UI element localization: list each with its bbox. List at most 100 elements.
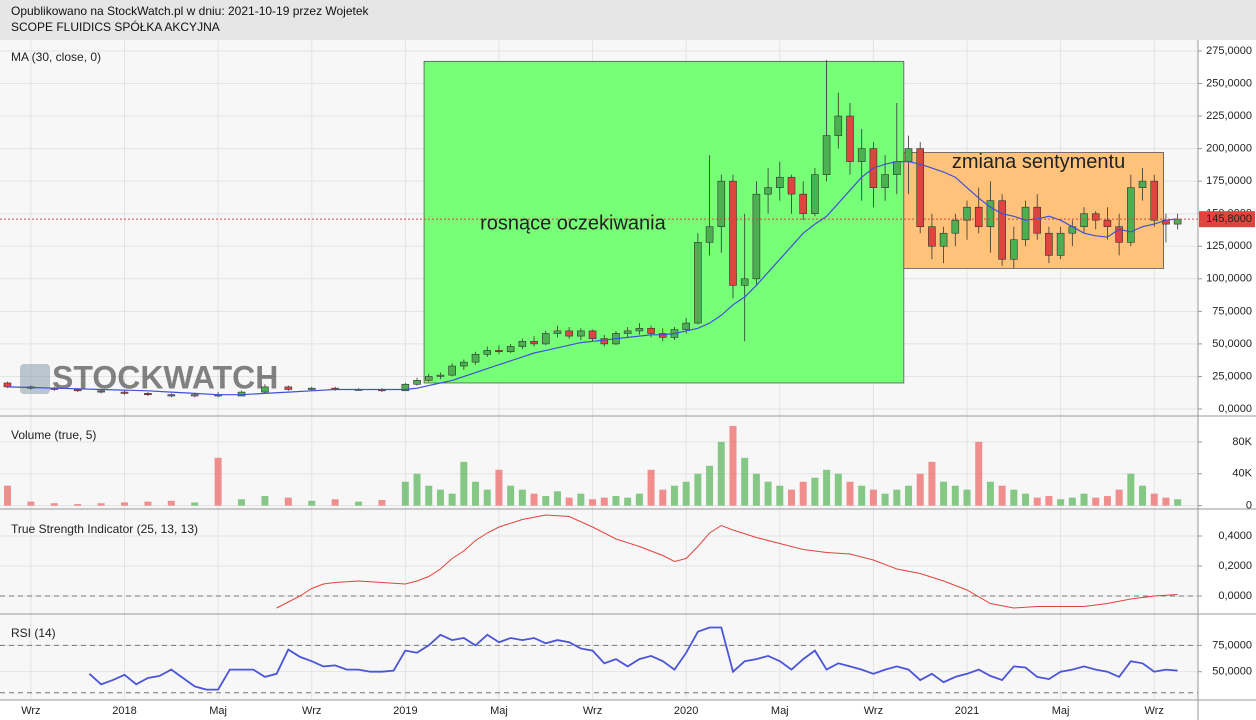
candle-body	[717, 180, 726, 228]
volume-bar	[577, 493, 585, 506]
panel-label: MA (30, close, 0)	[11, 50, 101, 64]
candle-body	[694, 242, 702, 324]
candle-body	[424, 376, 433, 381]
candle-body	[799, 193, 807, 214]
candle-body	[284, 386, 293, 390]
volume-bar	[823, 469, 831, 506]
volume-bar	[963, 489, 971, 506]
candle-body	[822, 135, 831, 175]
moving-average	[7, 161, 1178, 396]
volume-bar	[1127, 473, 1135, 506]
y-tick-label: 0,0000	[1218, 590, 1252, 602]
annotation-text: zmiana sentymentu	[952, 151, 1125, 173]
candle-body	[506, 346, 515, 353]
candle-body	[577, 330, 585, 337]
marks	[0, 60, 1198, 691]
watermark-icon	[20, 364, 50, 394]
candle-body	[635, 327, 644, 332]
volume-bar	[1092, 497, 1100, 506]
candle-body	[939, 232, 948, 247]
candle-body	[928, 226, 936, 247]
x-tick-label: Maj	[771, 705, 789, 717]
candle-body	[1127, 187, 1135, 243]
panel-label: RSI (14)	[11, 626, 56, 640]
candle-body	[752, 193, 761, 280]
y-tick-label: 225,0000	[1206, 110, 1252, 122]
y-tick-label: 80K	[1232, 436, 1252, 448]
volume-bar	[284, 497, 292, 506]
candle-body	[436, 374, 445, 377]
candle-body	[495, 350, 503, 353]
candle-body	[3, 382, 12, 388]
candle-body	[1045, 232, 1053, 256]
candle-body	[740, 278, 749, 286]
y-tick-label: 0,0000	[1218, 403, 1252, 415]
volume-bar	[1080, 493, 1088, 506]
volume-bar	[1010, 489, 1018, 506]
volume-bar	[706, 465, 714, 506]
x-tick-label: Maj	[490, 705, 508, 717]
last-price-box	[1199, 211, 1255, 228]
volume-bar	[752, 473, 760, 506]
x-tick-label: Maj	[1052, 705, 1070, 717]
volume-bar	[624, 497, 632, 506]
volume-bar	[483, 489, 491, 506]
volume-bar	[694, 473, 702, 506]
volume-bar	[776, 485, 784, 506]
candle-body	[974, 206, 983, 228]
volume-bar	[355, 501, 363, 506]
volume-bar	[612, 496, 620, 506]
volume-bar	[518, 489, 526, 506]
y-tick-label: 100,0000	[1206, 273, 1252, 285]
y-tick-label: 0	[1246, 500, 1252, 512]
last-price-label: 145,8000	[1206, 213, 1252, 225]
volume-bar	[916, 473, 924, 506]
volume-bar	[600, 497, 608, 506]
volume-bar	[565, 497, 573, 506]
candle-body	[401, 383, 410, 392]
watermark: STOCKWATCH	[52, 359, 278, 395]
volume-bar	[1150, 493, 1158, 506]
published-text: Opublikowano na StockWatch.pl w dniu: 20…	[11, 4, 370, 18]
volume-bar	[261, 496, 269, 506]
volume-bar	[436, 489, 444, 506]
candle-body	[541, 333, 550, 345]
candle-body	[857, 148, 866, 162]
y-tick-label: 40K	[1232, 468, 1252, 480]
volume-bar	[214, 457, 222, 506]
candle-body	[881, 174, 889, 188]
volume-bar	[50, 503, 58, 506]
y-tick-label: 75,0000	[1212, 305, 1252, 317]
candle-body	[834, 115, 843, 136]
volume-bar	[1174, 499, 1182, 506]
volume-bar	[682, 481, 690, 506]
volume-bar	[799, 481, 807, 506]
volume-bar	[1057, 499, 1065, 506]
volume-bar	[553, 491, 561, 506]
candle-body	[916, 148, 925, 228]
volume-bar	[425, 485, 433, 506]
volume-bar	[928, 461, 936, 506]
volume-bar	[858, 485, 866, 506]
header-bg	[0, 0, 1256, 40]
panel-label: True Strength Indicator (25, 13, 13)	[11, 522, 198, 536]
candle-body	[553, 330, 562, 334]
volume-bar	[460, 461, 468, 506]
candle-body	[764, 187, 772, 195]
volume-bar	[951, 485, 959, 506]
candle-body	[448, 365, 456, 376]
y-tick-label: 175,0000	[1206, 175, 1252, 187]
candle-body	[1056, 232, 1065, 256]
volume-bar	[893, 489, 901, 506]
x-tick-label: Maj	[209, 705, 227, 717]
panel-label: Volume (true, 5)	[11, 428, 96, 442]
volume-bar	[741, 457, 749, 506]
x-tick-label: Wrz	[864, 705, 883, 717]
candle-body	[307, 387, 316, 390]
candle-body	[775, 176, 784, 188]
volume-bar	[378, 500, 386, 506]
candle-body	[623, 330, 632, 334]
volume-bar	[238, 499, 246, 506]
candle-body	[190, 394, 199, 397]
